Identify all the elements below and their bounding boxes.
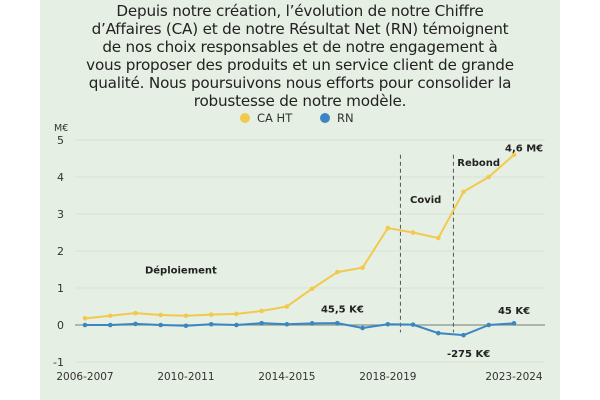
y-tick-label: 5: [57, 134, 64, 147]
y-tick-label: 4: [57, 171, 64, 184]
data-point: [410, 322, 416, 327]
data-point: [461, 189, 466, 195]
data-point: [208, 321, 214, 327]
data-point: [234, 322, 239, 328]
data-point: [461, 332, 466, 338]
data-point: [309, 286, 315, 292]
intro-line: Depuis notre création, l’évolution de no…: [116, 2, 484, 20]
data-point: [435, 235, 441, 241]
intro-text: Depuis notre création, l’évolution de no…: [40, 2, 560, 110]
data-point: [183, 323, 189, 329]
data-point: [511, 321, 517, 326]
x-tick-label: 2010-2011: [157, 371, 214, 383]
x-tick-label: 2006-2007: [56, 371, 113, 383]
data-point: [410, 230, 416, 235]
y-axis-unit: M€: [54, 123, 68, 134]
legend-marker: [240, 113, 250, 123]
y-tick-label: -1: [53, 356, 64, 369]
line-chart: -1 0 1 2 3 4 5M€ 2006-2007 2010-2011 2014-2015 201…: [53, 111, 545, 383]
y-tick-label: 2: [57, 245, 64, 258]
intro-line: de nos choix responsables et de notre en…: [102, 38, 498, 56]
data-point: [234, 311, 239, 317]
x-tick-label: 2023-2024: [485, 371, 543, 383]
chart-annotation: Rebond: [457, 158, 500, 169]
legend-label: CA HT: [257, 111, 293, 125]
data-point: [107, 313, 113, 319]
data-point: [133, 310, 138, 316]
data-point: [385, 321, 391, 327]
y-tick-label: 3: [57, 208, 64, 221]
data-point: [309, 321, 315, 326]
chart-annotation: Covid: [410, 195, 441, 206]
intro-line: robustesse de notre modèle.: [193, 92, 407, 110]
y-tick-label: 1: [57, 282, 64, 295]
data-point: [183, 313, 189, 319]
chart-annotation: 45,5 K€: [321, 304, 364, 315]
series-line: [84, 154, 515, 320]
data-point: [385, 225, 391, 231]
chart-annotation: 4,6 M€: [505, 143, 543, 154]
data-point: [335, 320, 340, 326]
data-point: [486, 322, 492, 328]
data-point: [284, 321, 290, 327]
data-point: [511, 152, 517, 158]
data-point: [82, 316, 88, 321]
data-point: [259, 308, 264, 314]
chart-annotation: 45 K€: [498, 306, 530, 317]
intro-line: vous proposer des produits et un service…: [86, 56, 514, 74]
data-point: [335, 269, 340, 275]
data-point: [208, 312, 214, 317]
data-point: [158, 312, 164, 318]
data-point: [82, 322, 88, 328]
intro-line: qualité. Nous poursuivons nous efforts p…: [88, 74, 512, 92]
data-point: [158, 322, 164, 328]
data-point: [259, 320, 264, 326]
chart-annotation: -275 K€: [447, 349, 490, 360]
chart-annotation: Déploiement: [145, 265, 217, 277]
data-point: [360, 265, 365, 270]
data-point: [360, 325, 365, 331]
series-line: [85, 322, 515, 337]
legend-label: RN: [337, 111, 354, 125]
data-point: [486, 174, 492, 180]
data-point: [133, 321, 138, 327]
chart-panel: [40, 0, 560, 400]
x-tick-label: 2014-2015: [258, 371, 315, 383]
y-tick-label: 0: [57, 319, 64, 332]
data-point: [107, 322, 113, 328]
data-point: [284, 304, 290, 309]
intro-line: d’Affaires (CA) et de notre Résultat Net…: [91, 20, 509, 38]
legend-marker: [320, 113, 330, 123]
x-tick-label: 2018-2019: [359, 371, 416, 383]
data-point: [435, 330, 441, 336]
